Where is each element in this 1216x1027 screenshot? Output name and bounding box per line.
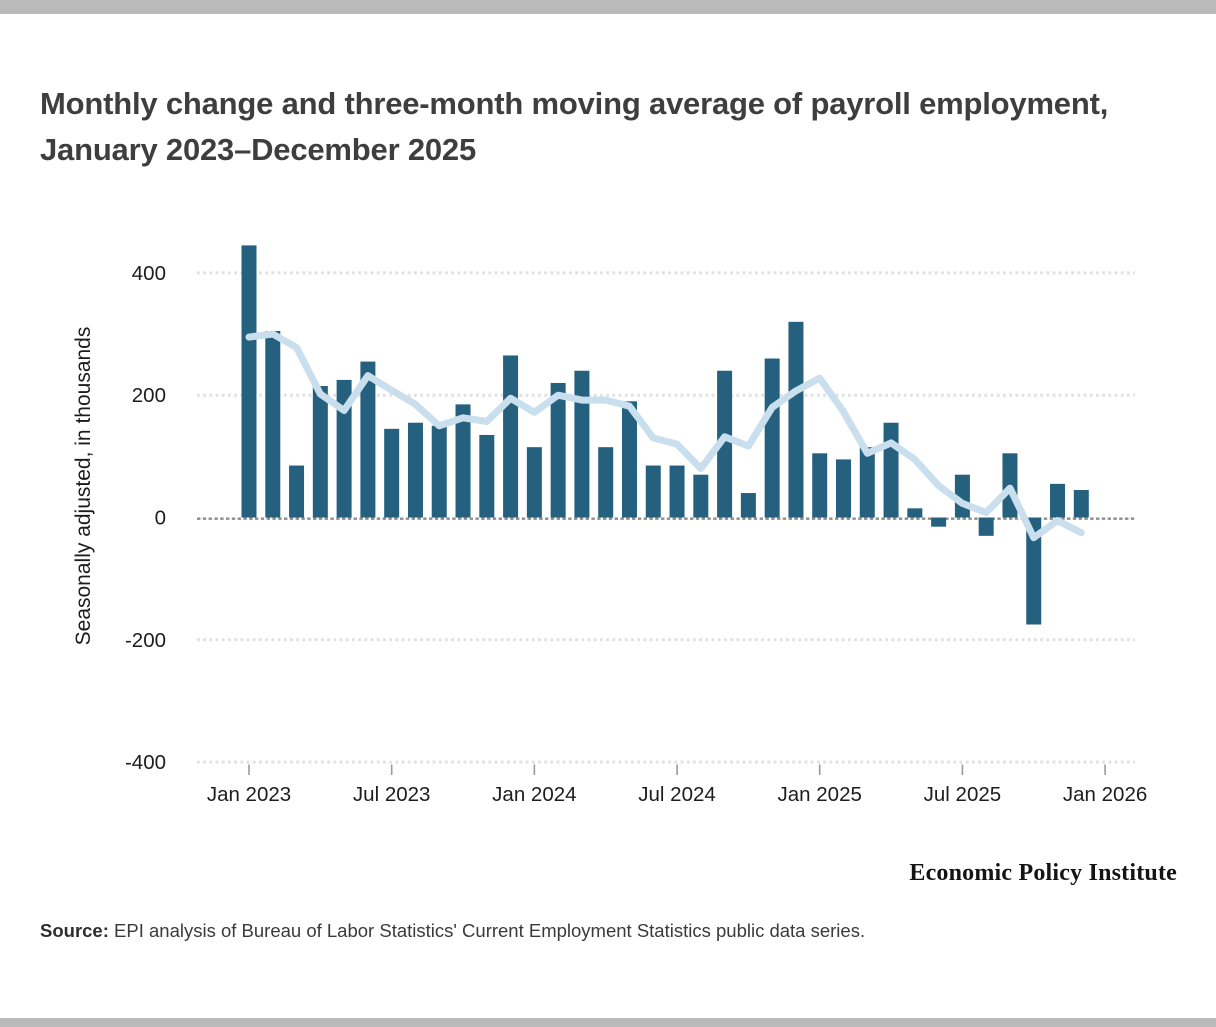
bar-nov-2025 <box>1050 483 1066 518</box>
epi-logo-text: Economic Policy Institute <box>909 860 1177 886</box>
y-tick-label--400: -400 <box>125 751 166 774</box>
bar-may-2024 <box>621 401 637 518</box>
y-tick-label--200: -200 <box>125 629 166 652</box>
x-tick-label-jan-2025: Jan 2025 <box>778 783 862 806</box>
chart-title: Monthly change and three-month moving av… <box>40 85 1109 167</box>
y-tick-label-200: 200 <box>132 384 166 407</box>
x-tick-label-jan-2024: Jan 2024 <box>492 783 576 806</box>
bottom-border-band <box>0 1018 1216 1027</box>
bar-jul-2024 <box>669 465 685 518</box>
bar-dec-2023 <box>503 355 519 518</box>
y-tick-label-0: 0 <box>155 507 166 530</box>
bar-mar-2024 <box>574 370 590 518</box>
bar-sep-2023 <box>431 425 447 518</box>
source-label: Source: <box>40 920 109 941</box>
bar-oct-2023 <box>455 404 471 518</box>
bar-jul-2023 <box>384 428 400 518</box>
bar-apr-2025 <box>883 422 899 518</box>
source-text: EPI analysis of Bureau of Labor Statisti… <box>108 920 866 941</box>
source-note: Source: EPI analysis of Bureau of Labor … <box>40 920 865 942</box>
bar-jan-2025 <box>812 453 828 518</box>
bar-dec-2025 <box>1073 489 1089 518</box>
y-tick-label-400: 400 <box>132 262 166 285</box>
bar-apr-2024 <box>598 447 614 518</box>
bar-feb-2025 <box>836 459 851 518</box>
x-tick-label-jan-2023: Jan 2023 <box>207 783 291 806</box>
bar-nov-2024 <box>764 358 780 518</box>
bar-aug-2024 <box>693 474 709 518</box>
x-tick-label-jul-2024: Jul 2024 <box>638 783 716 806</box>
bar-nov-2023 <box>479 434 495 518</box>
bar-mar-2023 <box>289 465 305 518</box>
bar-may-2023 <box>336 379 352 518</box>
bar-jan-2023 <box>241 245 257 518</box>
bar-aug-2025 <box>978 517 994 536</box>
x-tick-label-jul-2025: Jul 2025 <box>924 783 1002 806</box>
bar-may-2025 <box>907 508 923 518</box>
bar-apr-2023 <box>312 386 328 518</box>
bar-aug-2023 <box>407 422 423 518</box>
bar-mar-2025 <box>859 447 875 518</box>
x-tick-label-jul-2023: Jul 2023 <box>353 783 431 806</box>
x-tick-label-jan-2026: Jan 2026 <box>1063 783 1147 806</box>
bar-jan-2024 <box>526 447 542 518</box>
bar-jun-2023 <box>360 361 376 518</box>
bar-feb-2023 <box>265 330 281 518</box>
bar-sep-2024 <box>717 370 733 518</box>
top-border-band <box>0 0 1216 14</box>
bar-oct-2025 <box>1026 517 1042 625</box>
moving-average-line <box>245 330 1085 542</box>
bar-jun-2024 <box>645 465 661 518</box>
bar-dec-2024 <box>788 321 804 518</box>
bar-feb-2024 <box>550 382 566 518</box>
bar-oct-2024 <box>740 493 756 518</box>
bar-jun-2025 <box>931 517 947 527</box>
